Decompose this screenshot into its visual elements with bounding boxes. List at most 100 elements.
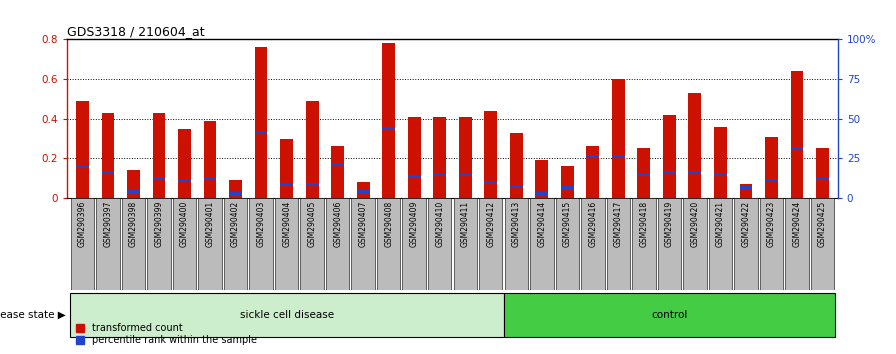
Bar (300, 198, 323, 290)
Text: GSM290406: GSM290406 (333, 201, 342, 247)
Bar (408, 175, 420, 178)
Bar (332, 147, 344, 198)
Bar (229, 193, 242, 196)
Bar (178, 129, 191, 198)
Bar (637, 148, 650, 198)
Bar (790, 147, 804, 150)
Bar (459, 172, 471, 176)
Text: GSM290403: GSM290403 (256, 201, 265, 247)
Bar (428, 198, 452, 290)
Bar (249, 198, 273, 290)
Bar (70, 293, 504, 337)
Bar (816, 177, 829, 180)
Bar (434, 172, 446, 176)
Text: GSM290417: GSM290417 (614, 201, 623, 247)
Bar (561, 187, 573, 190)
Text: GSM290402: GSM290402 (231, 201, 240, 247)
Bar (152, 113, 166, 198)
Bar (254, 47, 268, 198)
Bar (714, 172, 727, 176)
Text: GSM290420: GSM290420 (691, 201, 700, 247)
Bar (485, 181, 497, 184)
Bar (127, 170, 140, 198)
Text: GSM290416: GSM290416 (589, 201, 598, 247)
Text: GSM290397: GSM290397 (104, 201, 113, 247)
Bar (556, 198, 579, 290)
Text: GSM290404: GSM290404 (282, 201, 291, 247)
Bar (612, 155, 625, 158)
Bar (785, 198, 809, 290)
Bar (178, 178, 191, 182)
Bar (254, 131, 268, 134)
Bar (504, 198, 528, 290)
Bar (688, 93, 702, 198)
Text: GSM290415: GSM290415 (563, 201, 572, 247)
Bar (147, 198, 171, 290)
Text: GSM290425: GSM290425 (818, 201, 827, 247)
Text: GSM290418: GSM290418 (640, 201, 649, 247)
Bar (607, 198, 630, 290)
Bar (459, 116, 471, 198)
Bar (306, 101, 318, 198)
Bar (198, 198, 222, 290)
Bar (816, 148, 829, 198)
Bar (326, 198, 349, 290)
Text: GSM290400: GSM290400 (180, 201, 189, 247)
Bar (683, 198, 707, 290)
Bar (632, 198, 656, 290)
Text: GSM290411: GSM290411 (461, 201, 470, 247)
Bar (408, 116, 420, 198)
Bar (510, 132, 522, 198)
Text: GSM290419: GSM290419 (665, 201, 674, 247)
Bar (383, 43, 395, 198)
Text: GSM290396: GSM290396 (78, 201, 87, 247)
Bar (688, 171, 702, 174)
Bar (530, 198, 554, 290)
Bar (811, 198, 834, 290)
Text: GSM290399: GSM290399 (154, 201, 164, 247)
Text: GSM290424: GSM290424 (792, 201, 801, 247)
Bar (637, 172, 650, 176)
Bar (152, 177, 166, 180)
Bar (101, 113, 115, 198)
Text: GSM290401: GSM290401 (205, 201, 214, 247)
Bar (587, 155, 599, 158)
Bar (790, 71, 804, 198)
Bar (709, 198, 732, 290)
Bar (306, 183, 318, 186)
Bar (536, 160, 548, 198)
Text: GSM290421: GSM290421 (716, 201, 725, 247)
Text: GSM290407: GSM290407 (358, 201, 367, 247)
Bar (229, 180, 242, 198)
Bar (760, 198, 783, 290)
Bar (734, 198, 758, 290)
Bar (383, 127, 395, 130)
Bar (96, 198, 120, 290)
Bar (453, 198, 477, 290)
Bar (275, 198, 298, 290)
Bar (663, 171, 676, 174)
Text: GSM290413: GSM290413 (512, 201, 521, 247)
Bar (587, 147, 599, 198)
Text: control: control (651, 310, 687, 320)
Bar (71, 198, 94, 290)
Text: sickle cell disease: sickle cell disease (239, 310, 333, 320)
Bar (479, 198, 503, 290)
Text: GSM290410: GSM290410 (435, 201, 444, 247)
Legend: transformed count, percentile rank within the sample: transformed count, percentile rank withi… (72, 319, 261, 349)
Text: GSM290412: GSM290412 (487, 201, 495, 247)
Text: GSM290423: GSM290423 (767, 201, 776, 247)
Bar (434, 116, 446, 198)
Bar (280, 183, 293, 186)
Text: GDS3318 / 210604_at: GDS3318 / 210604_at (67, 25, 205, 38)
Bar (765, 178, 778, 182)
Bar (357, 190, 369, 194)
Bar (203, 177, 217, 180)
Bar (377, 198, 401, 290)
Bar (739, 184, 753, 198)
Bar (612, 79, 625, 198)
Bar (504, 293, 835, 337)
Bar (203, 121, 217, 198)
Bar (127, 190, 140, 194)
Bar (714, 127, 727, 198)
